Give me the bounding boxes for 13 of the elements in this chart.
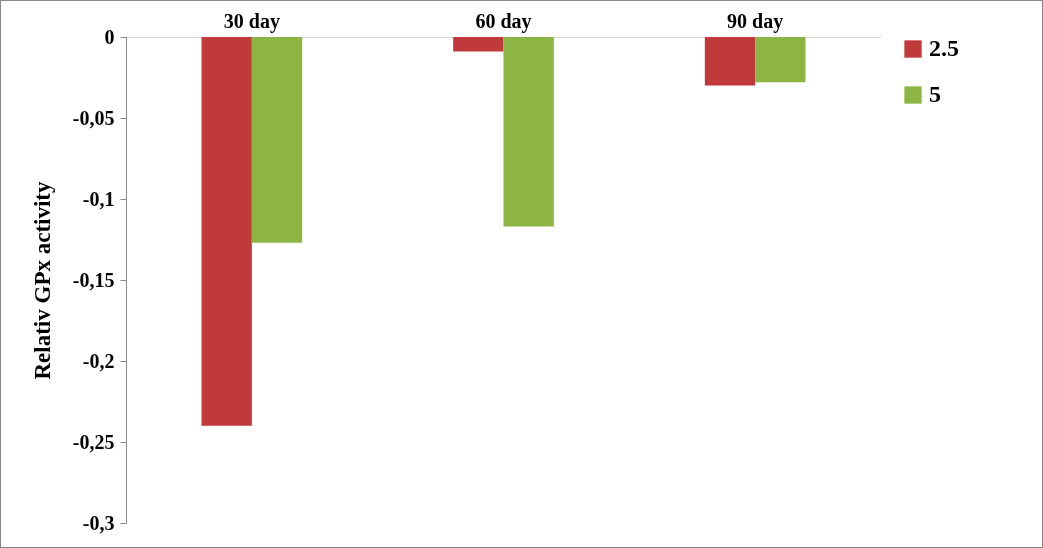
legend-label: 2.5 bbox=[929, 35, 959, 61]
y-tick-label: -0,1 bbox=[82, 187, 115, 210]
x-tick-label: 30 day bbox=[223, 9, 280, 33]
x-tick-label: 90 day bbox=[727, 9, 784, 33]
x-tick-label: 60 day bbox=[475, 9, 532, 33]
y-tick-label: -0,25 bbox=[72, 430, 115, 453]
legend-label: 5 bbox=[929, 81, 941, 107]
y-tick-label: 0 bbox=[104, 25, 115, 48]
y-tick-label: -0,2 bbox=[82, 349, 115, 372]
y-tick-label: -0,3 bbox=[82, 511, 115, 534]
y-tick-label: -0,05 bbox=[72, 106, 115, 129]
y-tick-label: -0,15 bbox=[72, 268, 115, 291]
y-axis-title: Relativ GPx activity bbox=[29, 181, 55, 380]
